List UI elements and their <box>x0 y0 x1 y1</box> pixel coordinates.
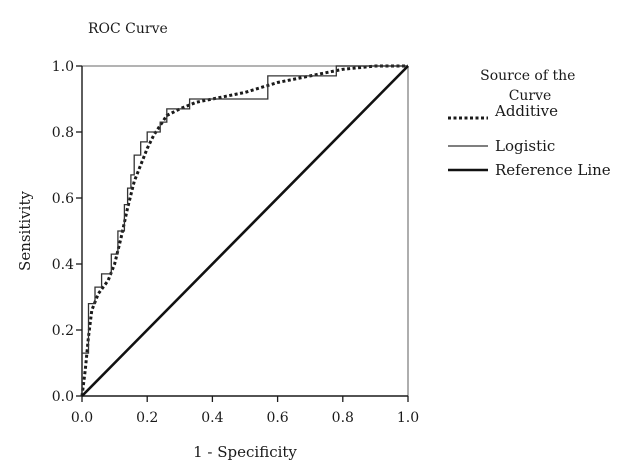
x-tick-label: 0.0 <box>71 410 93 426</box>
series-line-logistic <box>81 65 408 396</box>
x-tick-label: 0.2 <box>136 410 158 426</box>
y-tick-label: 1.0 <box>52 59 74 75</box>
y-tick-label: 0.6 <box>52 191 74 207</box>
y-tick-label: 0.0 <box>52 389 74 405</box>
x-axis-ticks: 0.0 0.2 0.4 0.6 0.8 1.0 <box>71 396 419 426</box>
y-tick-label: 0.2 <box>52 323 74 339</box>
x-tick-label: 0.4 <box>201 410 223 426</box>
legend-label: Reference Line <box>495 161 611 179</box>
x-axis-label: 1 - Specificity <box>193 443 297 461</box>
legend-label: Additive <box>494 102 558 120</box>
series-line-reference-line <box>81 65 409 397</box>
chart-title: ROC Curve <box>88 21 168 37</box>
series-group <box>80 64 409 397</box>
y-tick-label: 0.8 <box>52 125 74 141</box>
legend-label: Logistic <box>495 137 555 155</box>
x-tick-label: 1.0 <box>397 410 419 426</box>
y-tick-label: 0.4 <box>52 257 74 273</box>
legend: Source of the Curve Additive Logistic Refe… <box>448 68 611 179</box>
legend-title: Source of the Curve <box>480 68 580 104</box>
x-tick-label: 0.6 <box>266 410 288 426</box>
y-axis-ticks: 0.0 0.2 0.4 0.6 0.8 1.0 <box>52 59 82 405</box>
series-line-additive <box>80 64 408 397</box>
x-tick-label: 0.8 <box>332 410 354 426</box>
y-axis-label: Sensitivity <box>16 191 34 271</box>
